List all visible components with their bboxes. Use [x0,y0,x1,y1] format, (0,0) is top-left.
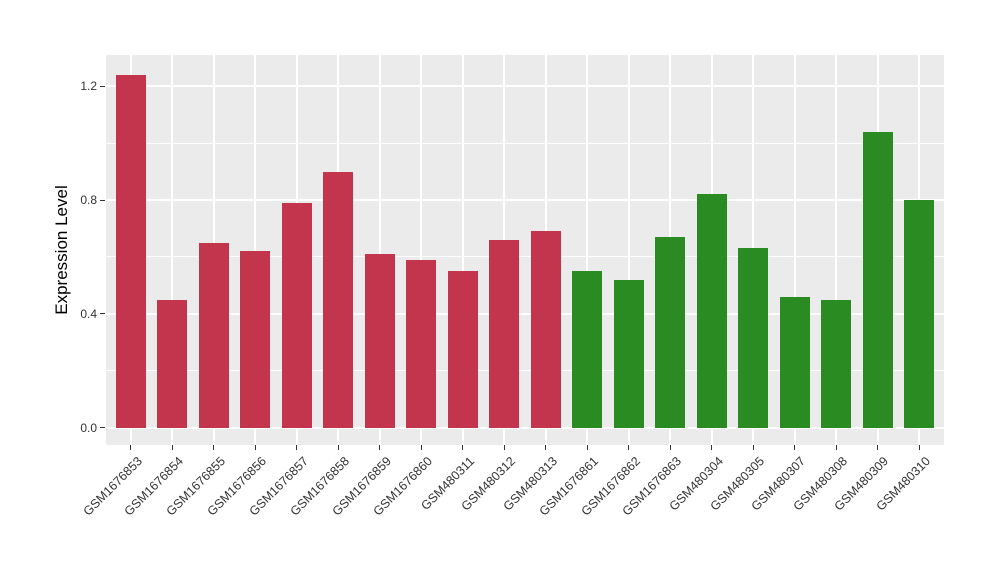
x-tick-mark [752,445,754,450]
bar-GSM480305 [738,248,768,428]
y-tick-label: 0.4 [80,306,97,321]
y-tick-label: 0.0 [80,420,97,435]
bar-GSM480307 [780,296,810,428]
x-tick-mark [213,445,215,450]
x-tick-mark [503,445,505,450]
x-tick-mark [254,445,256,450]
x-tick-mark [877,445,879,450]
bar-GSM1676858 [323,171,353,428]
category-gridline [420,55,423,445]
x-tick-mark [296,445,298,450]
x-tick-mark [379,445,381,450]
category-gridline [254,55,257,445]
x-tick-mark [420,445,422,450]
bar-GSM1676861 [572,271,602,428]
major-gridline [106,426,944,429]
y-tick-mark [100,85,105,87]
bar-GSM1676853 [116,74,146,428]
bar-GSM1676855 [199,242,229,428]
bar-GSM1676860 [406,259,436,428]
y-tick-label: 1.2 [80,79,97,94]
x-tick-mark [130,445,132,450]
major-gridline [106,199,944,201]
y-tick-mark [100,427,105,429]
x-tick-mark [171,445,173,450]
x-tick-mark [462,445,464,450]
category-gridline [835,55,838,445]
minor-gridline [106,370,944,372]
x-tick-mark [918,445,920,450]
x-tick-mark [337,445,339,450]
bar-GSM1676863 [655,237,685,428]
category-gridline [793,55,796,445]
x-tick-mark [794,445,796,450]
x-tick-mark [669,445,671,450]
plot-panel [106,55,944,445]
minor-gridline [106,256,944,258]
x-tick-mark [586,445,588,450]
bar-GSM480311 [448,271,478,428]
x-tick-mark [835,445,837,450]
major-gridline [106,85,944,88]
category-gridline [586,55,589,445]
x-tick-mark [711,445,713,450]
x-tick-mark [545,445,547,450]
y-tick-label: 0.8 [80,193,97,207]
category-gridline [171,55,174,445]
bar-GSM480313 [531,231,561,428]
bar-GSM1676862 [614,279,644,428]
bar-GSM480304 [697,194,727,428]
bar-GSM480309 [863,131,893,428]
x-tick-mark [628,445,630,450]
category-gridline [378,55,381,445]
bar-GSM1676859 [365,254,395,428]
bar-GSM480312 [489,239,519,428]
major-gridline [106,312,944,315]
bar-GSM480310 [904,200,934,428]
bar-GSM480308 [821,299,851,428]
y-tick-mark [100,313,105,315]
bar-GSM1676856 [240,251,270,428]
category-gridline [461,55,464,445]
category-gridline [627,55,630,445]
bar-GSM1676857 [282,202,312,428]
y-tick-mark [100,199,105,201]
minor-gridline [106,142,944,144]
bar-GSM1676854 [157,299,187,428]
